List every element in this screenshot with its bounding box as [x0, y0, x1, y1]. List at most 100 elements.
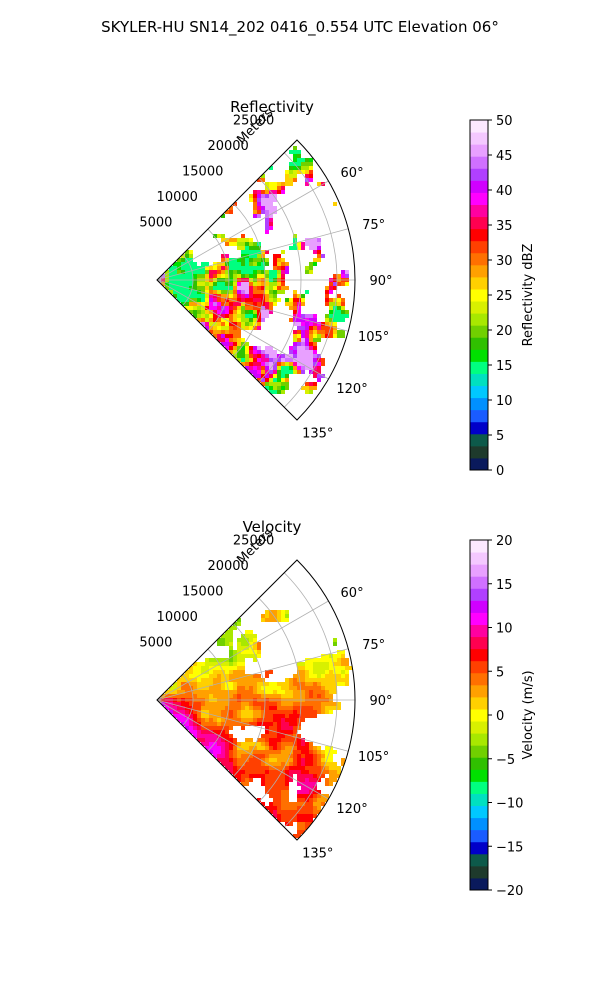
azimuth-tick-label: 75°	[362, 218, 385, 233]
colorbar-swatch	[470, 552, 488, 565]
colorbar-swatch	[470, 168, 488, 181]
velocity-panel: Velocity500010000150002000025000Meters60…	[139, 518, 536, 899]
colorbar-swatch	[470, 877, 488, 891]
colorbar: −20 −15 −10 −5 0 5 10 15 20 Velocity (m/s)	[469, 534, 536, 899]
colorbar-swatch	[470, 156, 488, 169]
colorbar-swatch	[470, 696, 488, 710]
colorbar-tick-label: 25	[496, 289, 513, 304]
colorbar-swatch	[470, 132, 488, 145]
colorbar-swatch	[470, 144, 488, 157]
colorbar-swatch	[470, 457, 488, 471]
colorbar-tick-label: −20	[496, 884, 523, 899]
colorbar-swatch	[470, 612, 488, 625]
azimuth-tick-label: 90°	[369, 694, 392, 709]
range-tick-label: 5000	[139, 636, 172, 651]
colorbar-swatch	[470, 805, 488, 819]
colorbar-swatch	[470, 421, 488, 435]
colorbar-swatch	[470, 841, 488, 855]
azimuth-tick-label: 75°	[362, 638, 385, 653]
colorbar-tick-label: −5	[496, 753, 515, 768]
colorbar-tick-label: 35	[496, 219, 513, 234]
colorbar-label: Velocity (m/s)	[521, 670, 536, 759]
azimuth-tick-label: 90°	[369, 274, 392, 289]
colorbar-swatch	[470, 600, 488, 613]
colorbar-swatch	[470, 672, 488, 686]
colorbar-swatch	[470, 337, 488, 350]
colorbar-swatch	[470, 397, 488, 411]
azimuth-spoke	[156, 699, 349, 752]
azimuth-spoke	[156, 699, 329, 800]
reflectivity-panel: Reflectivity500010000150002000025000Mete…	[139, 98, 536, 479]
range-tick-label: 25000	[233, 534, 274, 549]
colorbar-tick-label: 15	[496, 578, 513, 593]
colorbar-swatch	[470, 433, 488, 447]
colorbar-swatch	[470, 540, 488, 553]
colorbar-swatch	[470, 829, 488, 843]
colorbar-swatch	[470, 745, 488, 758]
colorbar-swatch	[470, 445, 488, 459]
azimuth-spoke	[156, 279, 329, 380]
radar-field	[157, 610, 353, 838]
azimuth-tick-label: 120°	[336, 802, 367, 817]
colorbar-tick-label: 5	[496, 665, 504, 680]
panel-title: Velocity	[243, 518, 302, 536]
colorbar-swatch	[470, 564, 488, 577]
figure-suptitle: SKYLER-HU SN14_202 0416_0.554 UTC Elevat…	[101, 18, 499, 37]
colorbar-swatch	[470, 180, 488, 193]
colorbar-tick-label: 0	[496, 709, 504, 724]
colorbar-tick-label: 5	[496, 429, 504, 444]
colorbar-swatch	[470, 721, 488, 734]
colorbar-tick-label: 50	[496, 114, 513, 129]
colorbar-tick-label: 30	[496, 254, 513, 269]
range-tick-label: 20000	[207, 559, 248, 574]
colorbar-swatch	[470, 240, 488, 254]
colorbar-swatch	[470, 409, 488, 423]
range-tick-label: 10000	[157, 610, 198, 625]
colorbar-swatch	[470, 636, 488, 650]
colorbar-swatch	[470, 325, 488, 338]
panel-title: Reflectivity	[230, 98, 314, 116]
sector-outline	[156, 139, 356, 421]
colorbar-swatch	[470, 817, 488, 831]
colorbar: 0 5 10 15 20 25 30 35 40 45 50 Reflectivity dBZ	[469, 114, 536, 479]
range-tick-label: 25000	[233, 114, 274, 129]
colorbar-swatch	[470, 204, 488, 218]
colorbar-swatch	[470, 793, 488, 807]
azimuth-spoke	[156, 180, 329, 281]
range-tick-label: 15000	[182, 165, 223, 180]
colorbar-swatch	[470, 624, 488, 638]
azimuth-spoke	[156, 279, 349, 332]
colorbar-swatch	[470, 264, 488, 278]
colorbar-swatch	[470, 192, 488, 205]
colorbar-swatch	[470, 588, 488, 601]
colorbar-tick-label: 10	[496, 622, 513, 637]
colorbar-swatch	[470, 757, 488, 770]
colorbar-tick-label: 10	[496, 394, 513, 409]
colorbar-swatch	[470, 373, 488, 387]
colorbar-swatch	[470, 288, 488, 302]
range-tick-label: 5000	[139, 216, 172, 231]
colorbar-swatch	[470, 733, 488, 746]
azimuth-tick-label: 105°	[358, 750, 389, 765]
colorbar-swatch	[470, 313, 488, 326]
azimuth-tick-label: 60°	[341, 586, 364, 601]
colorbar-swatch	[470, 361, 488, 374]
colorbar-swatch	[470, 853, 488, 867]
colorbar-tick-label: 0	[496, 464, 504, 479]
range-tick-label: 15000	[182, 585, 223, 600]
colorbar-swatch	[470, 769, 488, 782]
colorbar-swatch	[470, 781, 488, 794]
colorbar-tick-label: 45	[496, 149, 513, 164]
colorbar-label: Reflectivity dBZ	[521, 244, 536, 347]
colorbar-swatch	[470, 385, 488, 399]
colorbar-swatch	[470, 276, 488, 290]
colorbar-swatch	[470, 228, 488, 242]
colorbar-swatch	[470, 252, 488, 266]
colorbar-tick-label: 15	[496, 359, 513, 374]
range-tick-label: 10000	[157, 190, 198, 205]
colorbar-tick-label: 20	[496, 534, 513, 549]
range-tick-label: 20000	[207, 139, 248, 154]
colorbar-swatch	[470, 349, 488, 362]
colorbar-tick-label: −10	[496, 797, 523, 812]
